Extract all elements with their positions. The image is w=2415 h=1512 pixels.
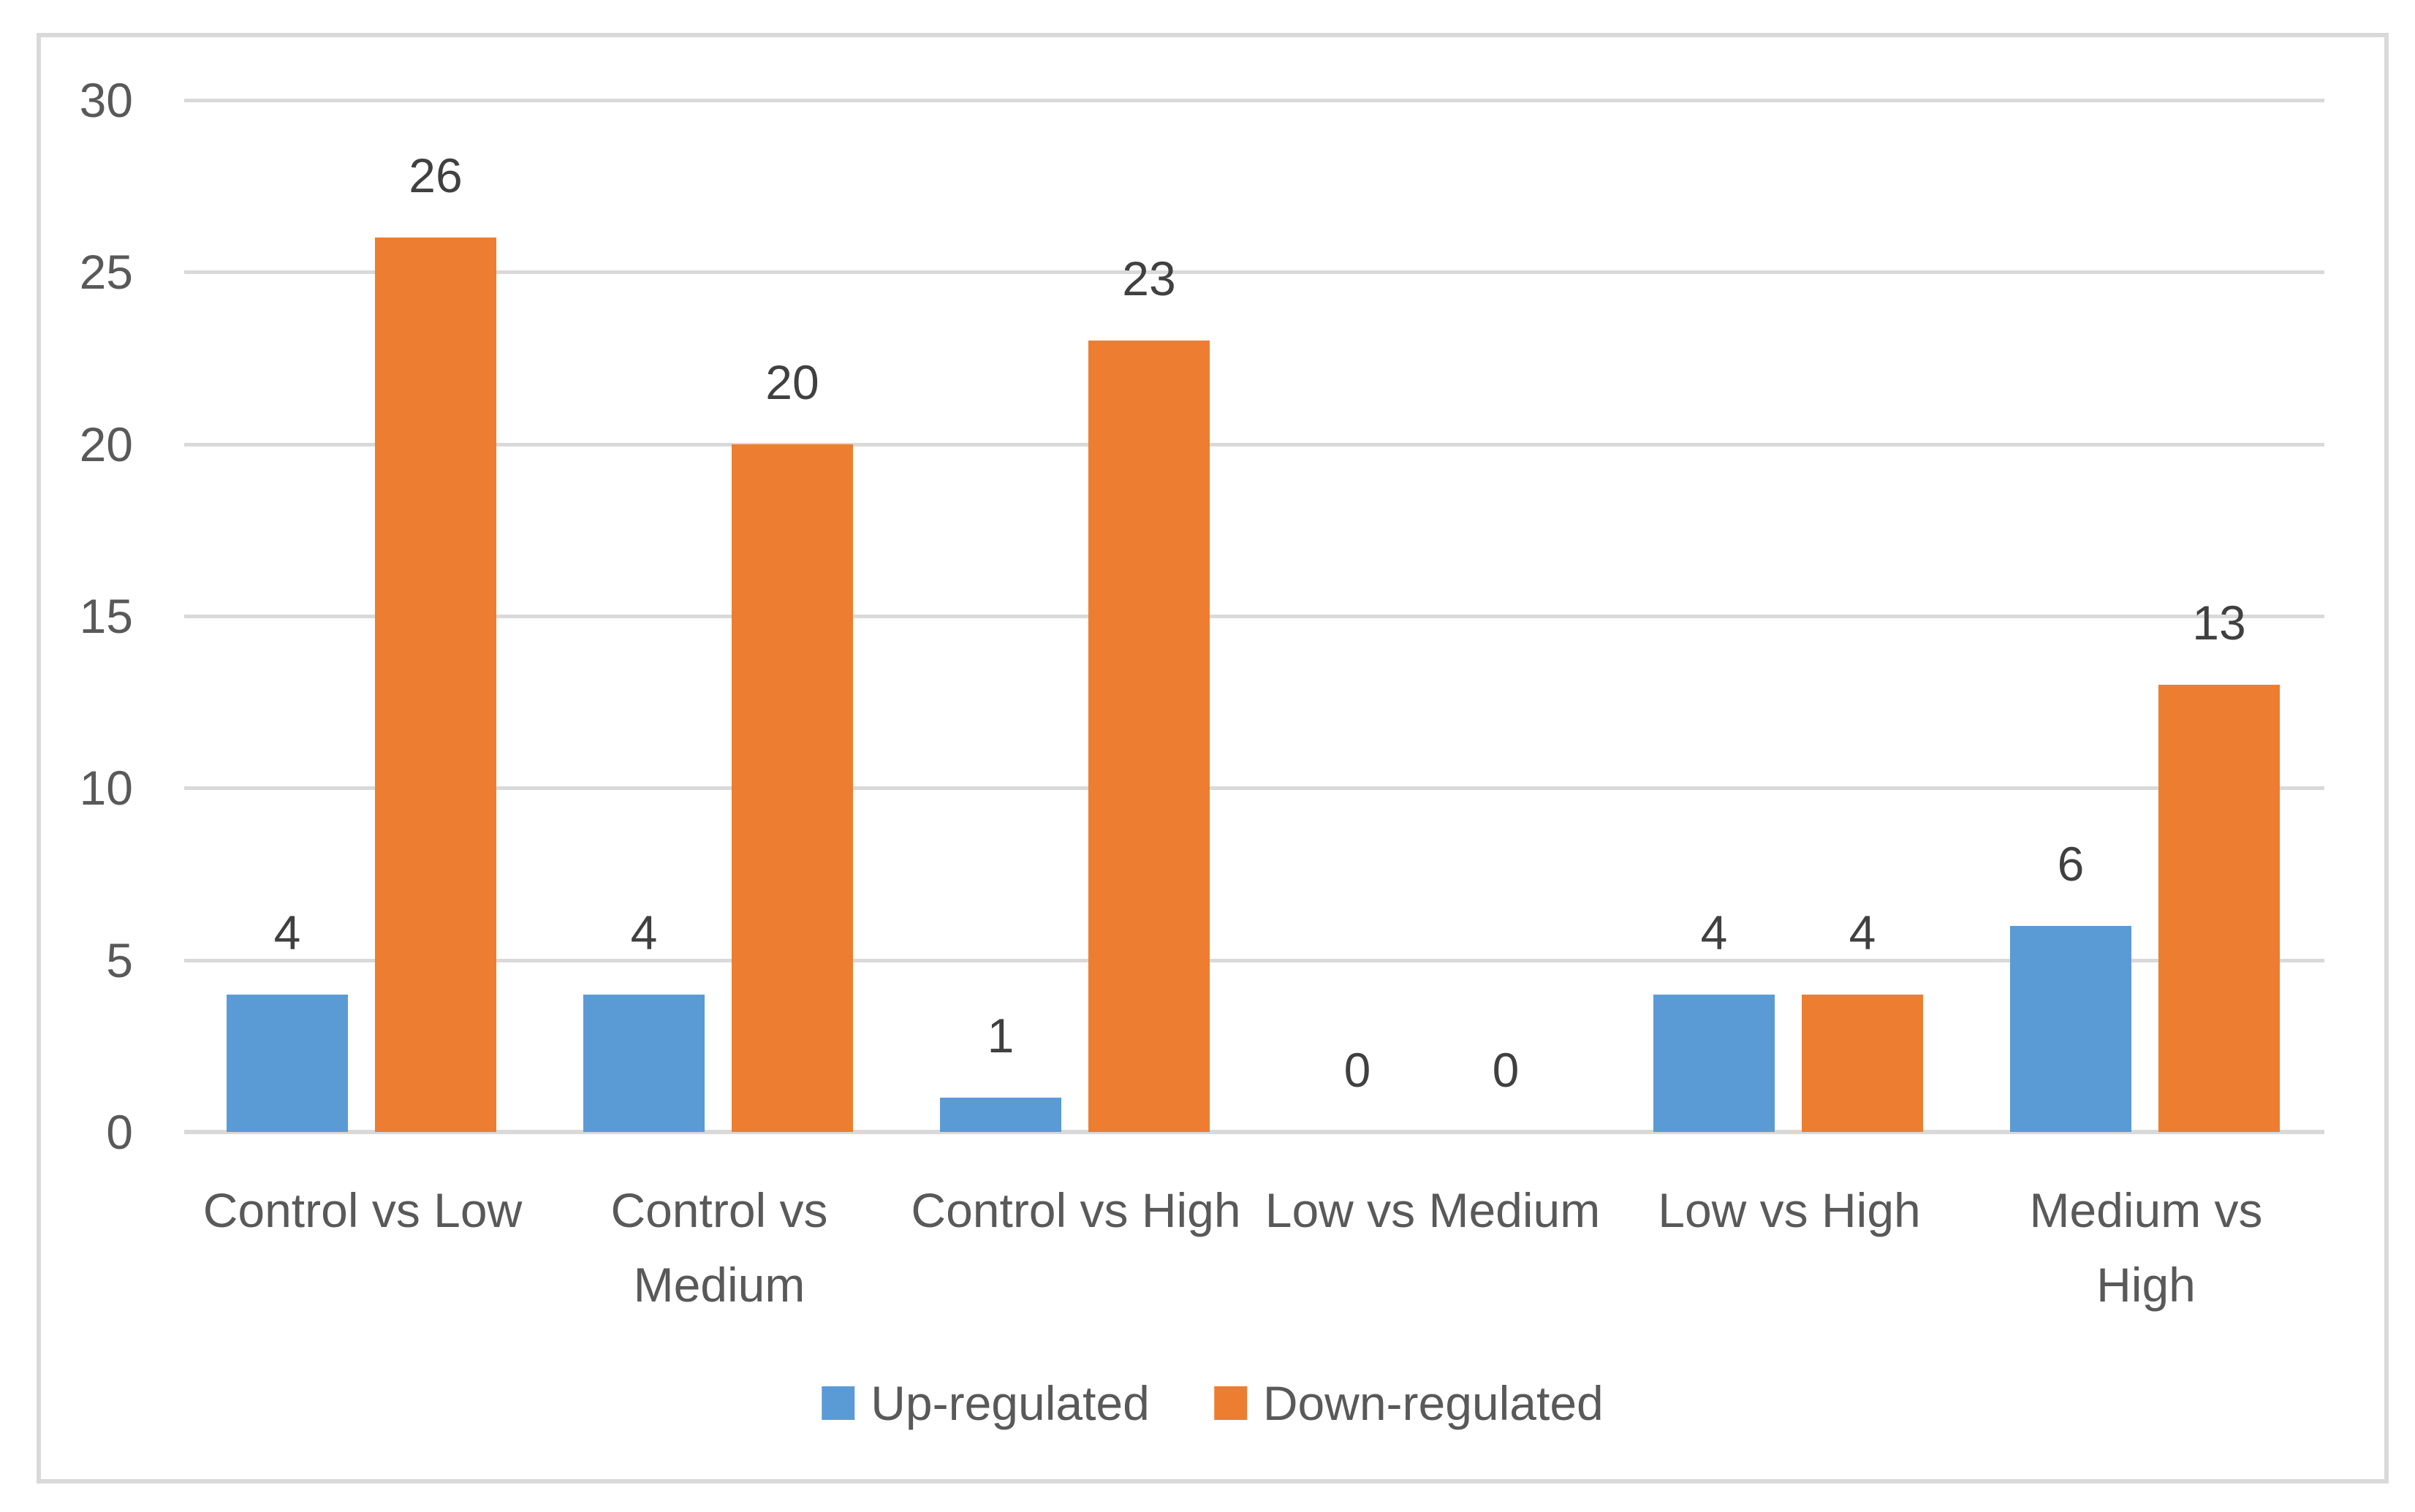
data-label-up-regulated-control-vs-low: 4 [273,905,301,960]
category-label-low-vs-high: Low vs High [1658,1183,1921,1237]
bar-up-regulated-control-vs-low [227,994,348,1132]
y-tick-label-0: 0 [106,1105,133,1159]
bar-up-regulated-control-vs-high [940,1097,1061,1132]
data-label-up-regulated-control-vs-high: 1 [987,1008,1015,1063]
category-label-low-vs-medium: Low vs Medium [1265,1183,1601,1237]
category-label-control-vs-low: Control vs Low [202,1183,523,1237]
gridline-5 [184,958,2324,962]
x-axis-line [184,1130,2324,1134]
bar-down-regulated-low-vs-high [1802,994,1923,1132]
gridline-25 [184,270,2324,275]
bar-up-regulated-control-vs-medium [583,994,705,1132]
y-tick-label-5: 5 [106,932,133,987]
gridline-30 [184,99,2324,102]
data-label-down-regulated-control-vs-high: 23 [1122,251,1176,306]
data-label-up-regulated-medium-vs-high: 6 [2057,836,2085,891]
y-tick-label-15: 15 [79,589,133,643]
category-label-control-vs-medium: Control vs Medium [610,1183,828,1312]
legend-item-down-regulated: Down-regulated [1213,1374,1604,1432]
data-label-up-regulated-low-vs-high: 4 [1700,905,1728,960]
y-tick-label-30: 30 [79,73,133,127]
gridline-15 [184,615,2324,618]
data-label-up-regulated-control-vs-medium: 4 [630,905,658,960]
legend-label-down-regulated: Down-regulated [1262,1376,1604,1430]
y-tick-label-10: 10 [79,761,133,816]
bar-down-regulated-control-vs-low [375,238,496,1132]
category-label-control-vs-high: Control vs High [911,1183,1241,1237]
gridline-10 [184,786,2324,791]
data-label-down-regulated-low-vs-medium: 0 [1492,1043,1520,1097]
bar-up-regulated-medium-vs-high [2010,925,2131,1132]
legend: Up-regulated Down-regulated [822,1374,1604,1432]
data-label-down-regulated-medium-vs-high: 13 [2192,596,2246,650]
up-regulated-swatch-icon [822,1386,855,1420]
plot-area: 4 4 1 0 4 6 26 20 23 0 4 13 [184,99,2324,1134]
y-tick-label-20: 20 [79,417,133,471]
y-tick-label-25: 25 [79,245,133,300]
bar-up-regulated-low-vs-high [1653,994,1775,1132]
legend-item-up-regulated: Up-regulated [822,1374,1150,1432]
data-label-down-regulated-control-vs-medium: 20 [765,354,819,409]
bar-down-regulated-control-vs-high [1088,341,1210,1132]
legend-label-up-regulated: Up-regulated [871,1376,1150,1430]
category-label-medium-vs-high: Medium vs High [2029,1183,2263,1312]
chart-frame: 4 4 1 0 4 6 26 20 23 0 4 13 0 5 10 15 20 25 30 Control vs… [37,33,2389,1483]
gridline-20 [184,442,2324,447]
bar-down-regulated-medium-vs-high [2158,685,2280,1132]
bar-down-regulated-control-vs-medium [732,444,853,1132]
data-label-up-regulated-low-vs-medium: 0 [1343,1043,1371,1097]
data-label-down-regulated-low-vs-high: 4 [1849,905,1876,960]
down-regulated-swatch-icon [1213,1386,1247,1420]
data-label-down-regulated-control-vs-low: 26 [409,148,463,203]
